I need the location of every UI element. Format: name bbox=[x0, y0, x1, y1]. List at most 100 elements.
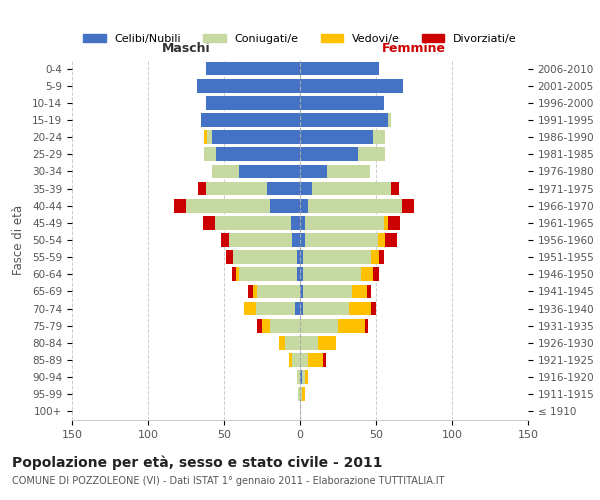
Bar bbox=[204, 130, 300, 144]
Bar bbox=[300, 148, 385, 161]
Bar bbox=[300, 148, 385, 161]
Text: Maschi: Maschi bbox=[161, 42, 211, 55]
Bar bbox=[297, 370, 300, 384]
Bar bbox=[300, 130, 373, 144]
Bar bbox=[300, 79, 403, 92]
Bar bbox=[300, 216, 400, 230]
Bar bbox=[300, 216, 388, 230]
Bar bbox=[256, 302, 300, 316]
Bar bbox=[212, 164, 300, 178]
Bar bbox=[204, 148, 300, 161]
Bar bbox=[292, 353, 300, 367]
Bar bbox=[197, 79, 300, 92]
Bar bbox=[300, 164, 370, 178]
Bar bbox=[206, 96, 300, 110]
Bar bbox=[244, 302, 300, 316]
Bar bbox=[300, 79, 403, 92]
Bar bbox=[239, 164, 300, 178]
Bar bbox=[300, 319, 365, 332]
Bar bbox=[203, 216, 300, 230]
Bar bbox=[300, 96, 383, 110]
Bar bbox=[217, 148, 300, 161]
Bar bbox=[232, 268, 300, 281]
Bar bbox=[300, 302, 303, 316]
Bar bbox=[300, 250, 383, 264]
Bar bbox=[197, 79, 300, 92]
Bar bbox=[206, 96, 300, 110]
Bar bbox=[300, 370, 305, 384]
Bar bbox=[204, 148, 300, 161]
Bar bbox=[233, 250, 300, 264]
Bar bbox=[300, 199, 402, 212]
Bar bbox=[298, 388, 300, 401]
Bar bbox=[289, 353, 300, 367]
Bar bbox=[300, 216, 383, 230]
Bar bbox=[233, 250, 300, 264]
Bar bbox=[204, 130, 300, 144]
Bar bbox=[300, 268, 361, 281]
Bar bbox=[300, 233, 305, 247]
Bar bbox=[300, 164, 370, 178]
Bar bbox=[266, 182, 300, 196]
Bar bbox=[201, 113, 300, 127]
Bar bbox=[269, 199, 300, 212]
Bar bbox=[300, 388, 302, 401]
Bar bbox=[298, 388, 300, 401]
Bar bbox=[300, 302, 371, 316]
Bar bbox=[300, 199, 402, 212]
Bar bbox=[212, 130, 300, 144]
Bar bbox=[201, 113, 300, 127]
Bar bbox=[300, 96, 383, 110]
Bar bbox=[300, 233, 397, 247]
Bar bbox=[300, 182, 312, 196]
Bar bbox=[253, 284, 300, 298]
Bar bbox=[197, 79, 300, 92]
Bar bbox=[300, 284, 352, 298]
Bar bbox=[300, 130, 385, 144]
Bar bbox=[300, 353, 326, 367]
Bar bbox=[300, 250, 371, 264]
Bar bbox=[300, 233, 377, 247]
Bar bbox=[206, 182, 300, 196]
Bar bbox=[300, 182, 399, 196]
Bar bbox=[300, 79, 403, 92]
Bar bbox=[279, 336, 300, 349]
Text: Popolazione per età, sesso e stato civile - 2011: Popolazione per età, sesso e stato civil… bbox=[12, 455, 383, 469]
Bar bbox=[300, 199, 308, 212]
Bar bbox=[257, 284, 300, 298]
Bar bbox=[300, 284, 367, 298]
Bar bbox=[206, 62, 300, 76]
Bar bbox=[206, 96, 300, 110]
Bar bbox=[279, 336, 300, 349]
Bar bbox=[206, 62, 300, 76]
Bar bbox=[186, 199, 300, 212]
Bar bbox=[300, 268, 373, 281]
Bar bbox=[300, 319, 338, 332]
Bar bbox=[300, 336, 337, 349]
Bar bbox=[300, 336, 337, 349]
Bar bbox=[300, 302, 349, 316]
Bar bbox=[300, 370, 308, 384]
Bar bbox=[300, 250, 379, 264]
Bar bbox=[186, 199, 300, 212]
Bar bbox=[285, 336, 300, 349]
Bar bbox=[300, 113, 391, 127]
Text: COMUNE DI POZZOLEONE (VI) - Dati ISTAT 1° gennaio 2011 - Elaborazione TUTTITALIA: COMUNE DI POZZOLEONE (VI) - Dati ISTAT 1… bbox=[12, 476, 445, 486]
Bar bbox=[236, 268, 300, 281]
Bar bbox=[300, 182, 391, 196]
Bar bbox=[300, 353, 323, 367]
Bar bbox=[300, 336, 318, 349]
Bar bbox=[300, 388, 305, 401]
Bar bbox=[300, 113, 391, 127]
Bar bbox=[229, 233, 300, 247]
Bar bbox=[300, 62, 379, 76]
Bar bbox=[248, 284, 300, 298]
Bar bbox=[300, 96, 383, 110]
Bar bbox=[197, 79, 300, 92]
Bar bbox=[300, 284, 371, 298]
Bar bbox=[292, 233, 300, 247]
Bar bbox=[300, 353, 308, 367]
Bar bbox=[215, 216, 300, 230]
Bar bbox=[198, 182, 300, 196]
Bar bbox=[201, 113, 300, 127]
